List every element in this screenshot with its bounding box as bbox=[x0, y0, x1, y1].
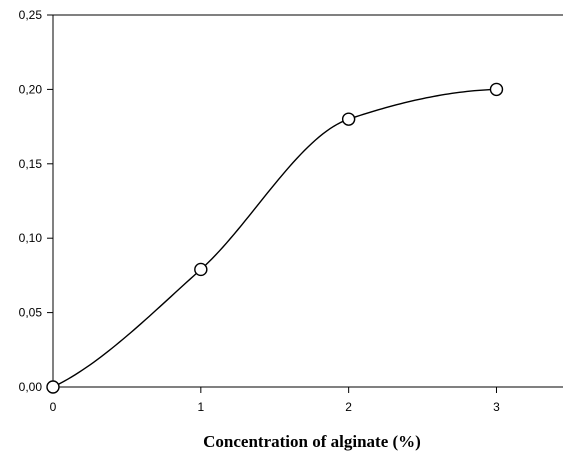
y-tick-label: 0,00 bbox=[19, 380, 43, 394]
x-tick-label: 3 bbox=[493, 400, 500, 414]
data-point bbox=[46, 380, 60, 394]
x-tick-label: 2 bbox=[345, 400, 352, 414]
y-tick-label: 0,15 bbox=[19, 157, 43, 171]
data-series bbox=[46, 82, 504, 394]
x-axis-title: Concentration of alginate (%) bbox=[203, 432, 421, 451]
y-axis: 0,00 0,05 0,10 0,15 0,20 0,25 bbox=[19, 8, 53, 394]
y-tick-label: 0,10 bbox=[19, 231, 43, 245]
y-tick-label: 0,25 bbox=[19, 8, 43, 22]
x-tick-label: 0 bbox=[50, 400, 57, 414]
data-point bbox=[194, 262, 208, 277]
plot-frame bbox=[52, 14, 563, 388]
y-tick-label: 0,05 bbox=[19, 306, 43, 320]
data-point bbox=[489, 82, 504, 97]
fit-curve bbox=[52, 88, 497, 388]
y-tick-label: 0,20 bbox=[19, 82, 43, 96]
x-axis: 0 1 2 3 bbox=[50, 387, 500, 414]
x-tick-label: 1 bbox=[197, 400, 204, 414]
data-point bbox=[341, 112, 356, 126]
